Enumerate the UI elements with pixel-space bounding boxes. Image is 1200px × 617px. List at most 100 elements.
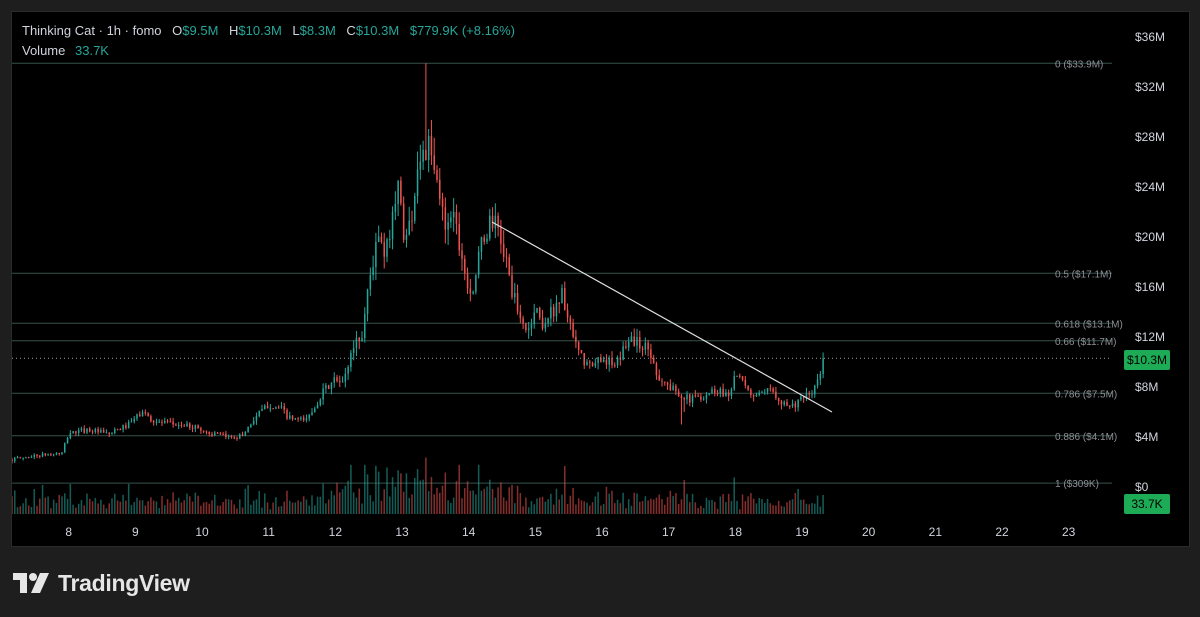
volume-label[interactable]: Volume — [22, 43, 66, 58]
volume-bar — [83, 505, 85, 514]
candle-body — [616, 357, 619, 366]
volume-bar — [519, 493, 522, 514]
candle-body — [727, 392, 730, 396]
time-axis[interactable]: 8 9 10 11 12 13 14 15 16 17 18 19 20 21 22 23 — [65, 525, 1075, 539]
candle-body — [55, 452, 58, 455]
candle-body — [116, 429, 119, 431]
volume-bar — [511, 484, 513, 514]
candle-body — [50, 454, 52, 456]
volume-bar — [730, 500, 733, 514]
volume-bar — [475, 494, 477, 514]
candle-body — [258, 410, 260, 417]
candle-body — [802, 396, 805, 399]
candle-body — [227, 435, 230, 438]
volume-bar — [350, 464, 352, 514]
volume-bar — [41, 484, 44, 514]
close-value: $10.3M — [355, 23, 400, 38]
candle-body — [461, 250, 463, 259]
volume-bar — [22, 503, 24, 514]
candle-body — [811, 394, 813, 396]
candle-body — [530, 324, 533, 329]
volume-bar — [539, 497, 541, 514]
volume-bar — [477, 464, 480, 514]
volume-bar — [589, 505, 591, 514]
volume-bar — [761, 499, 763, 514]
volume-bar — [714, 501, 716, 514]
volume-bar — [452, 497, 455, 514]
x-tick-label: 8 — [65, 525, 72, 539]
candle-body — [539, 307, 541, 318]
volume-bar — [225, 498, 227, 514]
candle-body — [700, 396, 702, 400]
candle-body — [375, 242, 377, 268]
volume-bar — [680, 499, 683, 514]
chart-panel[interactable]: 0 ($33.9M) 0.5 ($17.1M) 0.618 ($13.1M) 0.66… — [11, 11, 1190, 547]
candle-body — [225, 433, 227, 438]
volume-bar — [300, 501, 302, 514]
volume-bar — [389, 496, 391, 514]
candle-body — [250, 424, 252, 428]
volume-bar — [814, 503, 816, 514]
candle-body — [341, 381, 344, 383]
candle-body — [358, 337, 360, 342]
volume-bar — [147, 501, 149, 514]
symbol-name[interactable]: Thinking Cat — [22, 23, 95, 38]
volume-bar — [619, 503, 622, 514]
candle-body — [714, 388, 716, 393]
candle-body — [291, 415, 294, 420]
tradingview-brand[interactable]: TradingView — [13, 568, 190, 598]
fib-label-0.886: 0.886 ($4.1M) — [1055, 432, 1117, 443]
volume-bar — [522, 506, 524, 514]
candle-body — [214, 432, 216, 436]
candles — [12, 63, 824, 464]
candle-body — [691, 395, 694, 403]
source-label: fomo — [132, 23, 162, 38]
candle-body — [508, 257, 510, 275]
candle-body — [525, 323, 527, 330]
volume-bar — [308, 505, 310, 514]
candle-body — [764, 391, 766, 393]
volume-bar — [716, 508, 719, 514]
volume-bar — [661, 499, 663, 514]
price-axis[interactable]: $0 $4M $8M $12M $16M $20M $24M $28M $32M $36M — [1135, 30, 1165, 494]
candle-body — [377, 236, 380, 243]
volume-bar — [89, 498, 91, 514]
fib-retracement[interactable]: 0 ($33.9M) 0.5 ($17.1M) 0.618 ($13.1M) 0.66… — [12, 59, 1123, 490]
candle-body — [519, 311, 522, 319]
candle-body — [319, 399, 322, 405]
x-tick-label: 12 — [329, 525, 343, 539]
volume-bar — [416, 468, 419, 514]
x-tick-label: 23 — [1062, 525, 1076, 539]
volume-bar — [775, 505, 777, 514]
volume-bar — [266, 502, 269, 514]
volume-bar — [777, 500, 780, 514]
volume-bar — [464, 488, 466, 514]
candle-body — [127, 421, 130, 429]
candle-body — [230, 435, 233, 438]
volume-bar — [472, 490, 474, 514]
volume-bar — [125, 500, 127, 514]
candle-body — [439, 179, 441, 199]
volume-bar — [469, 490, 472, 514]
volume-bar — [305, 499, 308, 514]
candle-body — [186, 423, 188, 427]
trend-line[interactable] — [491, 221, 833, 413]
candle-body — [558, 302, 560, 304]
candle-body — [666, 382, 669, 385]
price-chart[interactable]: 0 ($33.9M) 0.5 ($17.1M) 0.618 ($13.1M) 0.66… — [12, 12, 1189, 546]
volume-bar — [141, 500, 144, 514]
volume-bar — [352, 492, 355, 514]
volume-bar — [689, 502, 691, 514]
fib-label-0.5: 0.5 ($17.1M) — [1055, 269, 1112, 280]
candle-body — [164, 420, 166, 424]
candle-body — [469, 288, 472, 294]
candle-body — [80, 428, 83, 431]
volume-bar — [14, 490, 16, 514]
interval-label[interactable]: 1h — [106, 23, 122, 38]
volume-badge-bg — [1124, 494, 1170, 514]
volume-bar — [272, 502, 274, 514]
candle-body — [744, 379, 747, 386]
volume-bar — [439, 492, 441, 514]
tradingview-logo-icon — [13, 573, 49, 593]
volume-bar — [772, 505, 774, 514]
